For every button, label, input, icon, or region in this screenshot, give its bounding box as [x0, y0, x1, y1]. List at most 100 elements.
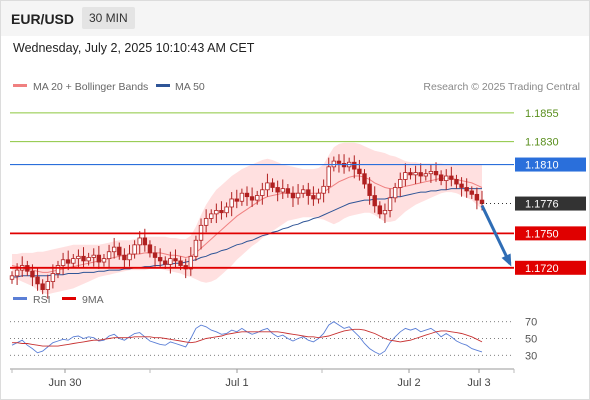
- candle-up: [403, 172, 408, 180]
- candle-up: [127, 253, 132, 261]
- level-label: 1.1776: [525, 199, 559, 211]
- candle-up: [295, 192, 301, 199]
- candle-up: [398, 179, 403, 188]
- candle-down: [377, 205, 383, 215]
- rsi-legend-swatch: [13, 297, 27, 300]
- candle-up: [91, 254, 96, 258]
- candle-down: [408, 172, 413, 176]
- candle-up: [193, 239, 199, 257]
- chart-header: EUR/USD 30 MIN: [0, 0, 590, 36]
- forecast-arrow-head: [501, 253, 512, 267]
- candle-down: [117, 246, 122, 256]
- main-legend: MA 20 + Bollinger Bands MA 50 Research © 2…: [13, 81, 580, 93]
- candle-up: [229, 198, 234, 208]
- symbol-label: EUR/USD: [11, 11, 75, 27]
- candle-up: [188, 255, 194, 270]
- x-tick-label: Jun 30: [48, 377, 81, 389]
- candle-up: [209, 213, 214, 219]
- candle-down: [306, 189, 311, 196]
- candle-up: [260, 189, 265, 196]
- candle-down: [249, 196, 255, 201]
- level-label: 1.1855: [525, 108, 559, 120]
- ma9-legend-swatch: [62, 297, 76, 300]
- level-tag: [515, 226, 586, 241]
- candle-down: [474, 193, 480, 201]
- ma50-legend-label: MA 50: [175, 81, 205, 93]
- candle-up: [50, 273, 56, 282]
- forecast-arrow-shaft: [480, 204, 512, 265]
- x-tick-label: Jul 2: [397, 377, 420, 389]
- candle-up: [382, 210, 388, 215]
- candle-down: [147, 244, 153, 254]
- candle-up: [265, 182, 270, 191]
- level-tag: [515, 196, 586, 211]
- candle-down: [96, 254, 102, 263]
- candle-up: [423, 173, 429, 177]
- candle-down: [40, 283, 45, 290]
- candle-down: [352, 161, 357, 170]
- rsi-tick-label: 50: [525, 334, 537, 346]
- candle-down: [178, 260, 183, 266]
- candle-down: [367, 183, 372, 196]
- rsi-legend-label: RSI: [33, 294, 51, 306]
- candle-up: [444, 175, 449, 182]
- candle-down: [163, 260, 168, 265]
- candle-up: [60, 259, 66, 266]
- candle-down: [311, 195, 316, 200]
- ma20-line: [11, 175, 483, 273]
- level-label: 1.1720: [525, 263, 559, 275]
- candle-up: [316, 192, 321, 200]
- candle-up: [392, 187, 398, 199]
- candle-down: [173, 258, 178, 262]
- ma50-legend-swatch: [156, 84, 170, 87]
- candle-down: [275, 187, 280, 193]
- candle-down: [357, 168, 362, 175]
- rsi-tick-label: 30: [525, 350, 537, 362]
- ma20-legend-label: MA 20 + Bollinger Bands: [33, 81, 148, 93]
- candle-up: [111, 246, 117, 253]
- ma20-legend-swatch: [13, 84, 27, 87]
- candle-down: [479, 199, 485, 204]
- candle-down: [418, 172, 423, 177]
- bollinger-bands: [12, 142, 482, 295]
- timeframe-badge[interactable]: 30 MIN: [82, 7, 135, 29]
- candle-down: [30, 270, 35, 278]
- candle-down: [142, 237, 148, 246]
- candle-down: [469, 190, 474, 195]
- candle-down: [438, 174, 444, 182]
- candle-down: [336, 160, 342, 164]
- candle-up: [300, 189, 306, 194]
- x-tick-label: Jul 1: [225, 377, 248, 389]
- credit-label: Research © 2025 Trading Central: [423, 81, 580, 93]
- ma9-line: [12, 328, 483, 347]
- candle-down: [81, 255, 86, 262]
- candle-down: [372, 195, 377, 207]
- candle-down: [433, 171, 439, 176]
- rsi-tick-label: 70: [525, 317, 537, 329]
- candle-up: [224, 206, 229, 214]
- candle-down: [270, 182, 275, 188]
- candle-down: [244, 192, 250, 198]
- candle-down: [449, 175, 454, 180]
- candle-down: [157, 257, 163, 262]
- x-tick-label: Jul 3: [467, 377, 490, 389]
- candle-up: [86, 257, 91, 262]
- candle-up: [9, 275, 15, 280]
- candle-up: [387, 197, 393, 211]
- level-label: 1.1750: [525, 228, 559, 240]
- level-label: 1.1810: [525, 160, 559, 172]
- candle-up: [14, 269, 20, 277]
- candle-down: [234, 198, 239, 202]
- level-label: 1.1830: [525, 137, 559, 149]
- candle-up: [132, 244, 137, 255]
- candle-down: [362, 173, 367, 185]
- candle-up: [101, 258, 107, 263]
- candle-up: [203, 218, 209, 226]
- candle-up: [106, 251, 112, 260]
- candle-up: [214, 210, 219, 215]
- candle-up: [428, 171, 434, 175]
- ma9-legend-label: 9MA: [82, 294, 104, 306]
- candle-down: [122, 254, 127, 261]
- candle-down: [285, 188, 291, 194]
